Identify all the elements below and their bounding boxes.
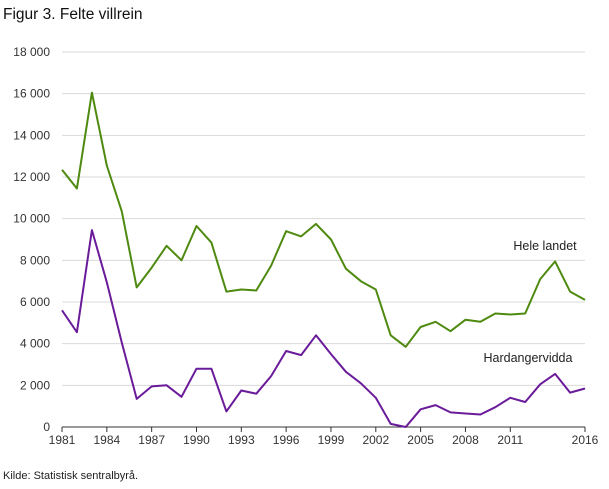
y-tick-label: 2 000: [20, 378, 50, 392]
y-tick-label: 16 000: [13, 87, 50, 101]
y-tick-label: 6 000: [20, 295, 50, 309]
y-axis-tick-labels: 0 2 000 4 000 6 000 8 000 10 000 12 000 14 000 1…: [13, 45, 50, 434]
chart-title: Figur 3. Felte villrein: [3, 6, 143, 23]
x-tick-label: 1990: [183, 433, 210, 447]
y-tick-label: 0: [43, 420, 50, 434]
x-tick-label: 2005: [407, 433, 434, 447]
y-tick-label: 12 000: [13, 170, 50, 184]
series-line-hele-landet: [61, 91, 586, 348]
x-tick-label: 2016: [572, 433, 599, 447]
series-line-hardangervidda: [61, 229, 586, 428]
x-tick-label: 1996: [273, 433, 300, 447]
x-tick-label: 1987: [138, 433, 165, 447]
gridlines: [62, 51, 585, 386]
x-axis-tick-labels: 1981 1984 1987 1990 1993 1996 1999 2002 2005 2008…: [49, 427, 599, 447]
x-tick-label: 2002: [362, 433, 389, 447]
series-lines: [61, 91, 586, 428]
y-tick-label: 8 000: [20, 253, 50, 267]
series-label: Hardangervidda: [484, 351, 573, 365]
series-labels: Hele landet Hardangervidda: [484, 239, 578, 365]
x-tick-label: 1993: [228, 433, 255, 447]
series-label: Hele landet: [513, 239, 577, 253]
y-tick-label: 18 000: [13, 45, 50, 59]
y-tick-label: 10 000: [13, 212, 50, 226]
x-tick-label: 1984: [93, 433, 120, 447]
y-tick-label: 14 000: [13, 128, 50, 142]
x-tick-label: 1999: [318, 433, 345, 447]
x-tick-label: 2008: [452, 433, 479, 447]
x-tick-label: 1981: [49, 433, 76, 447]
x-tick-label: 2011: [497, 433, 523, 447]
source-note: Kilde: Statistisk sentralbyrå.: [3, 470, 139, 482]
y-tick-label: 4 000: [20, 337, 50, 351]
